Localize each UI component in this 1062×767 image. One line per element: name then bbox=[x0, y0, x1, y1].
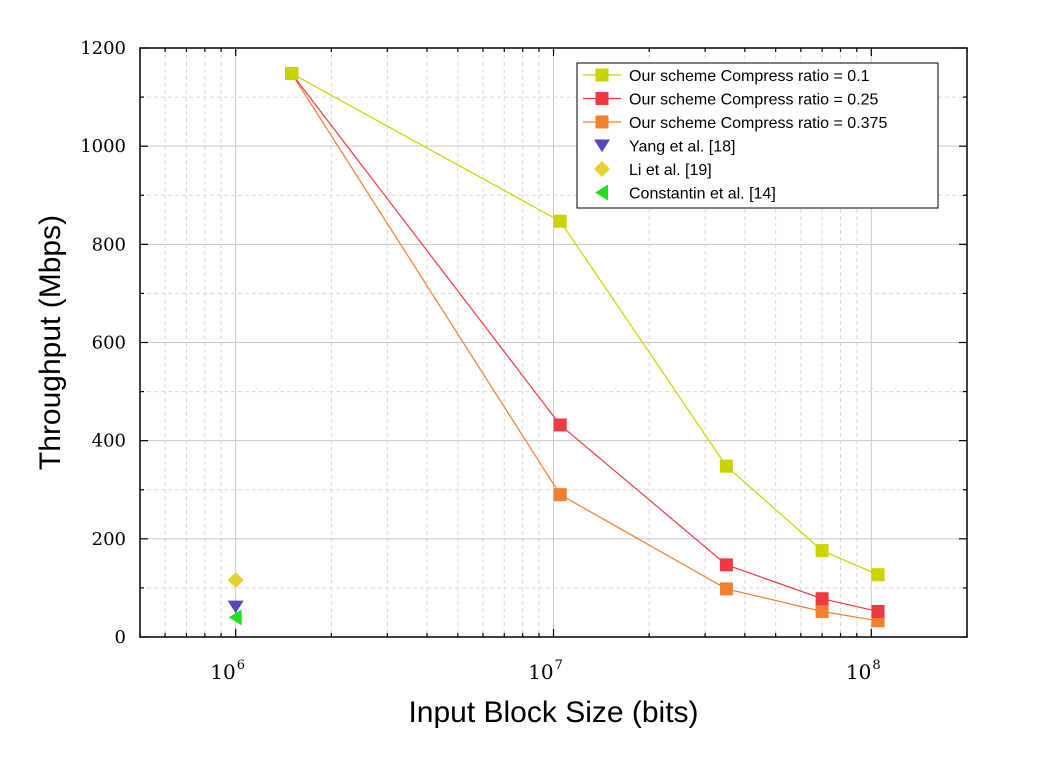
data-point bbox=[227, 572, 244, 589]
data-point bbox=[285, 67, 299, 81]
x-tick-label: 108 bbox=[846, 658, 881, 684]
legend-marker-group bbox=[595, 68, 609, 82]
legend-item: Our scheme Compress ratio = 0.25 bbox=[583, 92, 879, 109]
y-axis-title: Throughput (Mbps) bbox=[34, 215, 67, 470]
legend-label: Our scheme Compress ratio = 0.1 bbox=[629, 68, 870, 85]
legend-item: Li et al. [19] bbox=[594, 161, 712, 179]
data-point bbox=[553, 418, 567, 432]
legend-item: Yang et al. [18] bbox=[594, 139, 735, 156]
legend-item: Our scheme Compress ratio = 0.375 bbox=[583, 115, 887, 132]
data-point bbox=[871, 568, 885, 582]
series-4 bbox=[227, 572, 244, 589]
legend-marker-group bbox=[595, 115, 609, 129]
legend-marker-group bbox=[594, 161, 610, 177]
y-tick-label: 0 bbox=[115, 627, 126, 648]
legend-marker bbox=[595, 184, 608, 201]
legend-item: Our scheme Compress ratio = 0.1 bbox=[583, 68, 870, 85]
series-5 bbox=[228, 609, 242, 626]
x-tick-label: 107 bbox=[528, 658, 563, 684]
data-point bbox=[815, 544, 829, 558]
legend-marker bbox=[594, 161, 610, 177]
series-3 bbox=[227, 600, 244, 614]
legend-label: Yang et al. [18] bbox=[629, 139, 735, 156]
grid bbox=[139, 48, 968, 637]
data-point bbox=[227, 600, 244, 614]
legend-marker bbox=[595, 92, 609, 105]
legend-marker bbox=[594, 139, 610, 153]
y-tick-label: 200 bbox=[92, 529, 126, 550]
y-tick-label: 1200 bbox=[80, 38, 126, 59]
legend-box bbox=[576, 62, 939, 209]
x-tick-label: 106 bbox=[210, 658, 245, 684]
data-point bbox=[228, 609, 242, 626]
series-layer bbox=[227, 67, 885, 628]
data-point bbox=[553, 214, 567, 228]
y-tick-label: 600 bbox=[92, 333, 126, 354]
legend-label: Our scheme Compress ratio = 0.25 bbox=[629, 92, 879, 109]
legend: Our scheme Compress ratio = 0.1 Our schem… bbox=[576, 62, 939, 209]
y-tick-label: 400 bbox=[92, 431, 126, 452]
plot-frame bbox=[139, 47, 968, 638]
y-tick-label: 800 bbox=[92, 234, 126, 255]
series-0 bbox=[285, 67, 885, 582]
legend-item: Constantin et al. [14] bbox=[595, 184, 776, 203]
legend-label: Constantin et al. [14] bbox=[629, 186, 776, 203]
legend-marker-group bbox=[595, 184, 608, 201]
data-point bbox=[815, 592, 829, 606]
x-axis-title: Input Block Size (bits) bbox=[408, 696, 698, 729]
legend-marker-group bbox=[594, 139, 610, 153]
legend-label: Our scheme Compress ratio = 0.375 bbox=[629, 115, 887, 132]
data-point bbox=[719, 459, 733, 473]
tick-labels: 0 200 400 600 800 1000 1200 106 107 108 bbox=[80, 38, 881, 684]
data-point bbox=[871, 604, 885, 618]
legend-marker bbox=[595, 115, 609, 129]
data-point bbox=[553, 488, 567, 502]
legend-marker bbox=[595, 68, 609, 82]
data-point bbox=[719, 558, 733, 572]
data-point bbox=[815, 604, 829, 618]
legend-label: Li et al. [19] bbox=[629, 162, 712, 179]
y-tick-label: 1000 bbox=[80, 136, 126, 157]
data-point bbox=[719, 582, 733, 596]
legend-marker-group bbox=[595, 92, 609, 105]
